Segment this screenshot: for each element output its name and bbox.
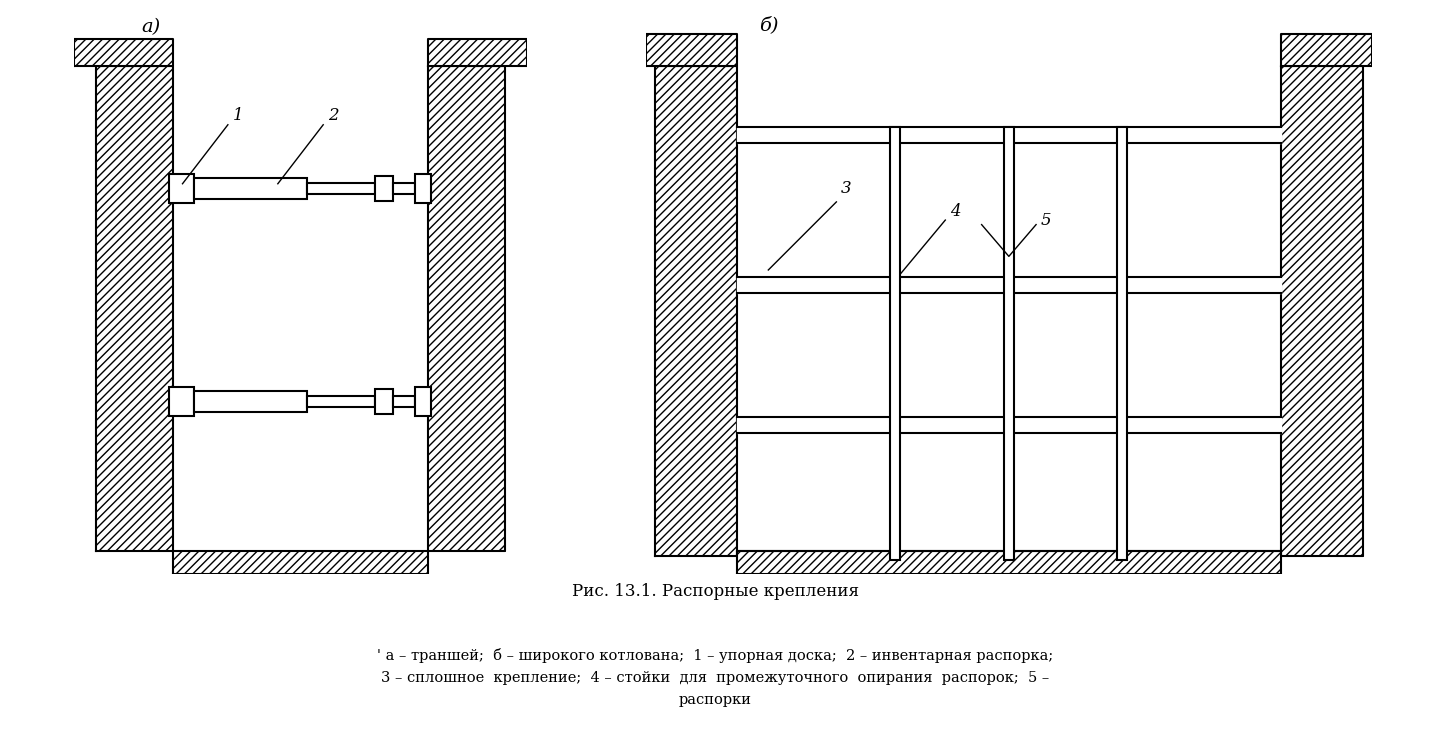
FancyBboxPatch shape xyxy=(1118,127,1128,561)
FancyBboxPatch shape xyxy=(375,389,392,414)
Polygon shape xyxy=(1281,66,1362,556)
Text: 3: 3 xyxy=(841,180,851,197)
Text: б): б) xyxy=(760,16,778,34)
FancyBboxPatch shape xyxy=(169,174,193,203)
FancyBboxPatch shape xyxy=(193,178,308,199)
FancyBboxPatch shape xyxy=(392,396,415,407)
FancyBboxPatch shape xyxy=(193,392,308,412)
FancyBboxPatch shape xyxy=(1005,127,1013,561)
FancyBboxPatch shape xyxy=(392,183,415,194)
FancyBboxPatch shape xyxy=(308,183,375,194)
Text: 2: 2 xyxy=(328,107,338,124)
FancyBboxPatch shape xyxy=(375,176,392,201)
FancyBboxPatch shape xyxy=(308,396,375,407)
Polygon shape xyxy=(737,277,1281,293)
Text: Рис. 13.1. Распорные крепления: Рис. 13.1. Распорные крепления xyxy=(572,583,859,600)
Polygon shape xyxy=(428,66,505,551)
Polygon shape xyxy=(737,551,1281,574)
Text: 4: 4 xyxy=(950,202,960,219)
Polygon shape xyxy=(173,551,428,574)
Text: 1: 1 xyxy=(232,107,243,124)
FancyBboxPatch shape xyxy=(415,174,431,203)
Polygon shape xyxy=(73,38,173,66)
FancyBboxPatch shape xyxy=(169,387,193,417)
FancyBboxPatch shape xyxy=(890,127,900,561)
Polygon shape xyxy=(737,417,1281,434)
Text: 5: 5 xyxy=(1040,212,1052,229)
Polygon shape xyxy=(737,127,1281,143)
FancyBboxPatch shape xyxy=(415,387,431,417)
Polygon shape xyxy=(428,38,528,66)
Polygon shape xyxy=(96,66,173,551)
Text: а): а) xyxy=(142,18,160,36)
Polygon shape xyxy=(645,34,737,66)
Polygon shape xyxy=(1281,34,1372,66)
Text: ' а – траншей;  б – широкого котлована;  1 – упорная доска;  2 – инвентарная рас: ' а – траншей; б – широкого котлована; 1… xyxy=(378,648,1053,707)
Polygon shape xyxy=(655,66,737,556)
